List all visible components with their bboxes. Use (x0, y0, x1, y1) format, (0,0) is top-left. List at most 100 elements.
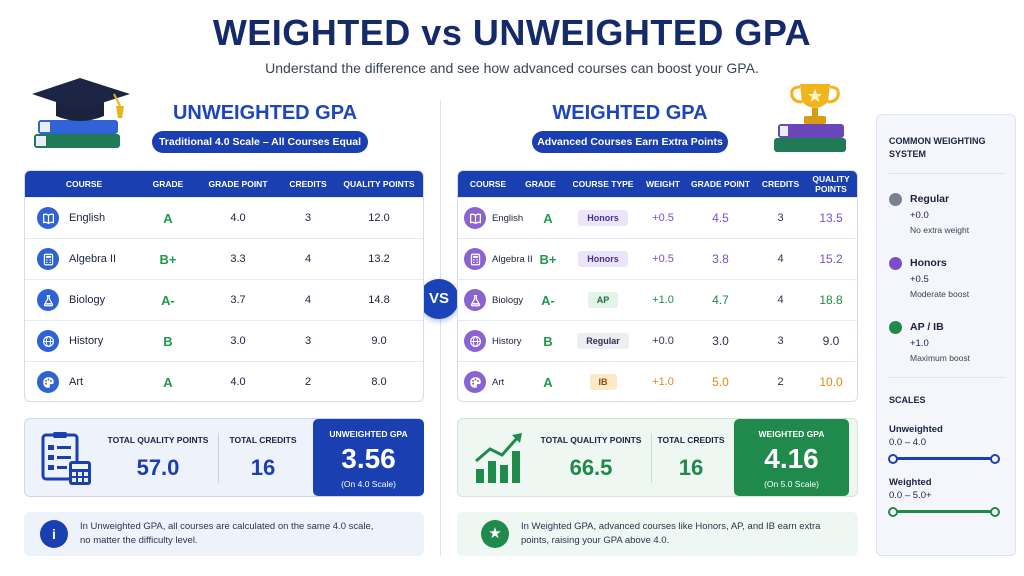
course-name: Art (69, 376, 84, 388)
panel-separator (889, 377, 1005, 378)
palette-icon (464, 371, 486, 393)
course-name: Biology (69, 294, 106, 306)
table-row: Algebra II B+ 3.3 4 13.2 (25, 238, 423, 279)
gpa-value: 3.56 (341, 443, 396, 474)
table-row: History B 3.0 3 9.0 (25, 320, 423, 361)
globe-icon (464, 330, 486, 352)
slider-knob (888, 506, 898, 517)
course-cell: History (25, 321, 143, 361)
calculator-icon (464, 248, 486, 270)
globe-icon (37, 330, 59, 352)
weight-system-desc: Maximum boost (910, 353, 970, 363)
column-header: GRADE (152, 179, 184, 189)
column-header: COURSE TYPE (572, 179, 634, 189)
credits-cell: 3 (777, 335, 784, 347)
course-cell: English (25, 198, 143, 238)
column-header: QUALITY POINTS (343, 179, 415, 189)
grade-cell: A- (161, 292, 175, 308)
weight-cell: +0.5 (652, 253, 674, 265)
course-type-tag: Honors (578, 210, 628, 226)
credits-cell: 2 (304, 376, 312, 388)
weight-cell: +0.0 (652, 335, 674, 347)
column-header: COURSE (469, 179, 507, 189)
quality-points-cell: 14.8 (368, 294, 390, 306)
page-title: WEIGHTED vs UNWEIGHTED GPA (212, 12, 812, 53)
credits-cell: 3 (304, 335, 312, 347)
quality-points-cell: 9.0 (822, 334, 840, 348)
table-row: English A Honors +0.5 4.5 3 13.5 (458, 197, 857, 238)
column-header: WEIGHT (646, 179, 680, 189)
unweighted-title: UNWEIGHTED GPA (172, 102, 358, 124)
total-credits-label: TOTAL CREDITS (657, 435, 725, 445)
grade-cell: B (163, 333, 173, 349)
column-header: QUALITY POINTS (812, 174, 850, 194)
total-quality-points-value: 57.0 (136, 455, 180, 480)
report-calculator-icon (41, 432, 91, 485)
weight-system-desc: No extra weight (910, 225, 970, 235)
star-icon: ★ (481, 520, 509, 548)
scale-name: Weighted (889, 477, 932, 488)
book-icon (464, 207, 486, 229)
course-name: English (492, 212, 524, 224)
gpa-label: WEIGHTED GPA (758, 429, 825, 439)
course-cell: Biology (25, 280, 143, 320)
course-name: History (69, 335, 104, 347)
table-row: Art A IB +1.0 5.0 2 10.0 (458, 361, 857, 401)
regular-dot-icon (889, 193, 902, 206)
page-subtitle: Understand the difference and see how ad… (265, 60, 759, 76)
course-cell: Algebra II (458, 239, 563, 279)
quality-points-cell: 9.0 (371, 335, 387, 347)
course-cell: Art (458, 362, 563, 401)
weight-system-name: AP / IB (910, 321, 944, 333)
table-row: Algebra II B+ Honors +0.5 3.8 4 15.2 (458, 238, 857, 279)
weighted-table: COURSE GRADE COURSE TYPE WEIGHT GRADE PO… (457, 170, 858, 402)
grade-cell: B+ (539, 251, 557, 267)
course-type-cell: Regular (563, 321, 643, 361)
weight-system-desc: Moderate boost (910, 289, 970, 299)
grade-point-cell: 4.0 (230, 376, 246, 388)
ap-ib-dot-icon (889, 321, 902, 334)
grade-cell: A (543, 374, 553, 390)
course-name: Algebra II (492, 253, 533, 265)
table-row: Art A 4.0 2 8.0 (25, 361, 423, 401)
info-icon: i (40, 520, 68, 548)
grade-point-cell: 4.0 (230, 212, 246, 224)
grade-point-cell: 4.5 (712, 211, 729, 225)
weight-cell: +0.5 (652, 212, 674, 224)
panel-separator (889, 173, 1005, 174)
unweighted-gpa-box: UNWEIGHTED GPA 3.56 (On 4.0 Scale) (313, 419, 424, 496)
course-type-cell: AP (563, 280, 643, 320)
weighted-title: WEIGHTED GPA (552, 102, 708, 124)
course-type-tag: Honors (578, 251, 628, 267)
quality-points-cell: 10.0 (819, 375, 843, 389)
vs-badge: VS (419, 279, 459, 319)
grade-point-cell: 3.0 (712, 334, 729, 348)
column-header: GRADE (525, 179, 556, 189)
course-type-cell: Honors (563, 239, 643, 279)
unweighted-note-text: In Unweighted GPA, all courses are calcu… (80, 521, 374, 546)
weighted-scale-slider (888, 506, 1000, 517)
trophy-icon (774, 84, 846, 152)
column-header: CREDITS (761, 179, 800, 189)
credits-cell: 4 (304, 294, 312, 306)
course-type-tag: IB (589, 374, 617, 390)
course-cell: History (458, 321, 563, 361)
unweighted-pill: Traditional 4.0 Scale – All Courses Equa… (152, 131, 368, 153)
table-row: History B Regular +0.0 3.0 3 9.0 (458, 320, 857, 361)
graduation-cap-icon (32, 78, 130, 148)
gpa-scale: (On 5.0 Scale) (764, 479, 819, 489)
gpa-scale: (On 4.0 Scale) (341, 479, 396, 489)
weighted-note-text: In Weighted GPA, advanced courses like H… (521, 521, 821, 546)
grade-point-cell: 5.0 (712, 375, 729, 389)
total-quality-points-value: 66.5 (569, 455, 613, 480)
grade-point-cell: 3.0 (230, 335, 246, 347)
column-header: GRADE POINT (208, 179, 268, 189)
credits-cell: 3 (304, 212, 312, 224)
quality-points-cell: 12.0 (368, 212, 390, 224)
column-header: GRADE POINT (690, 179, 751, 189)
grade-point-cell: 4.7 (712, 293, 729, 307)
unweighted-table-header: COURSE GRADE GRADE POINT CREDITS QUALITY… (25, 171, 423, 197)
table-row: English A 4.0 3 12.0 (25, 197, 423, 238)
course-name: English (69, 212, 106, 224)
summary-divider (651, 433, 652, 483)
